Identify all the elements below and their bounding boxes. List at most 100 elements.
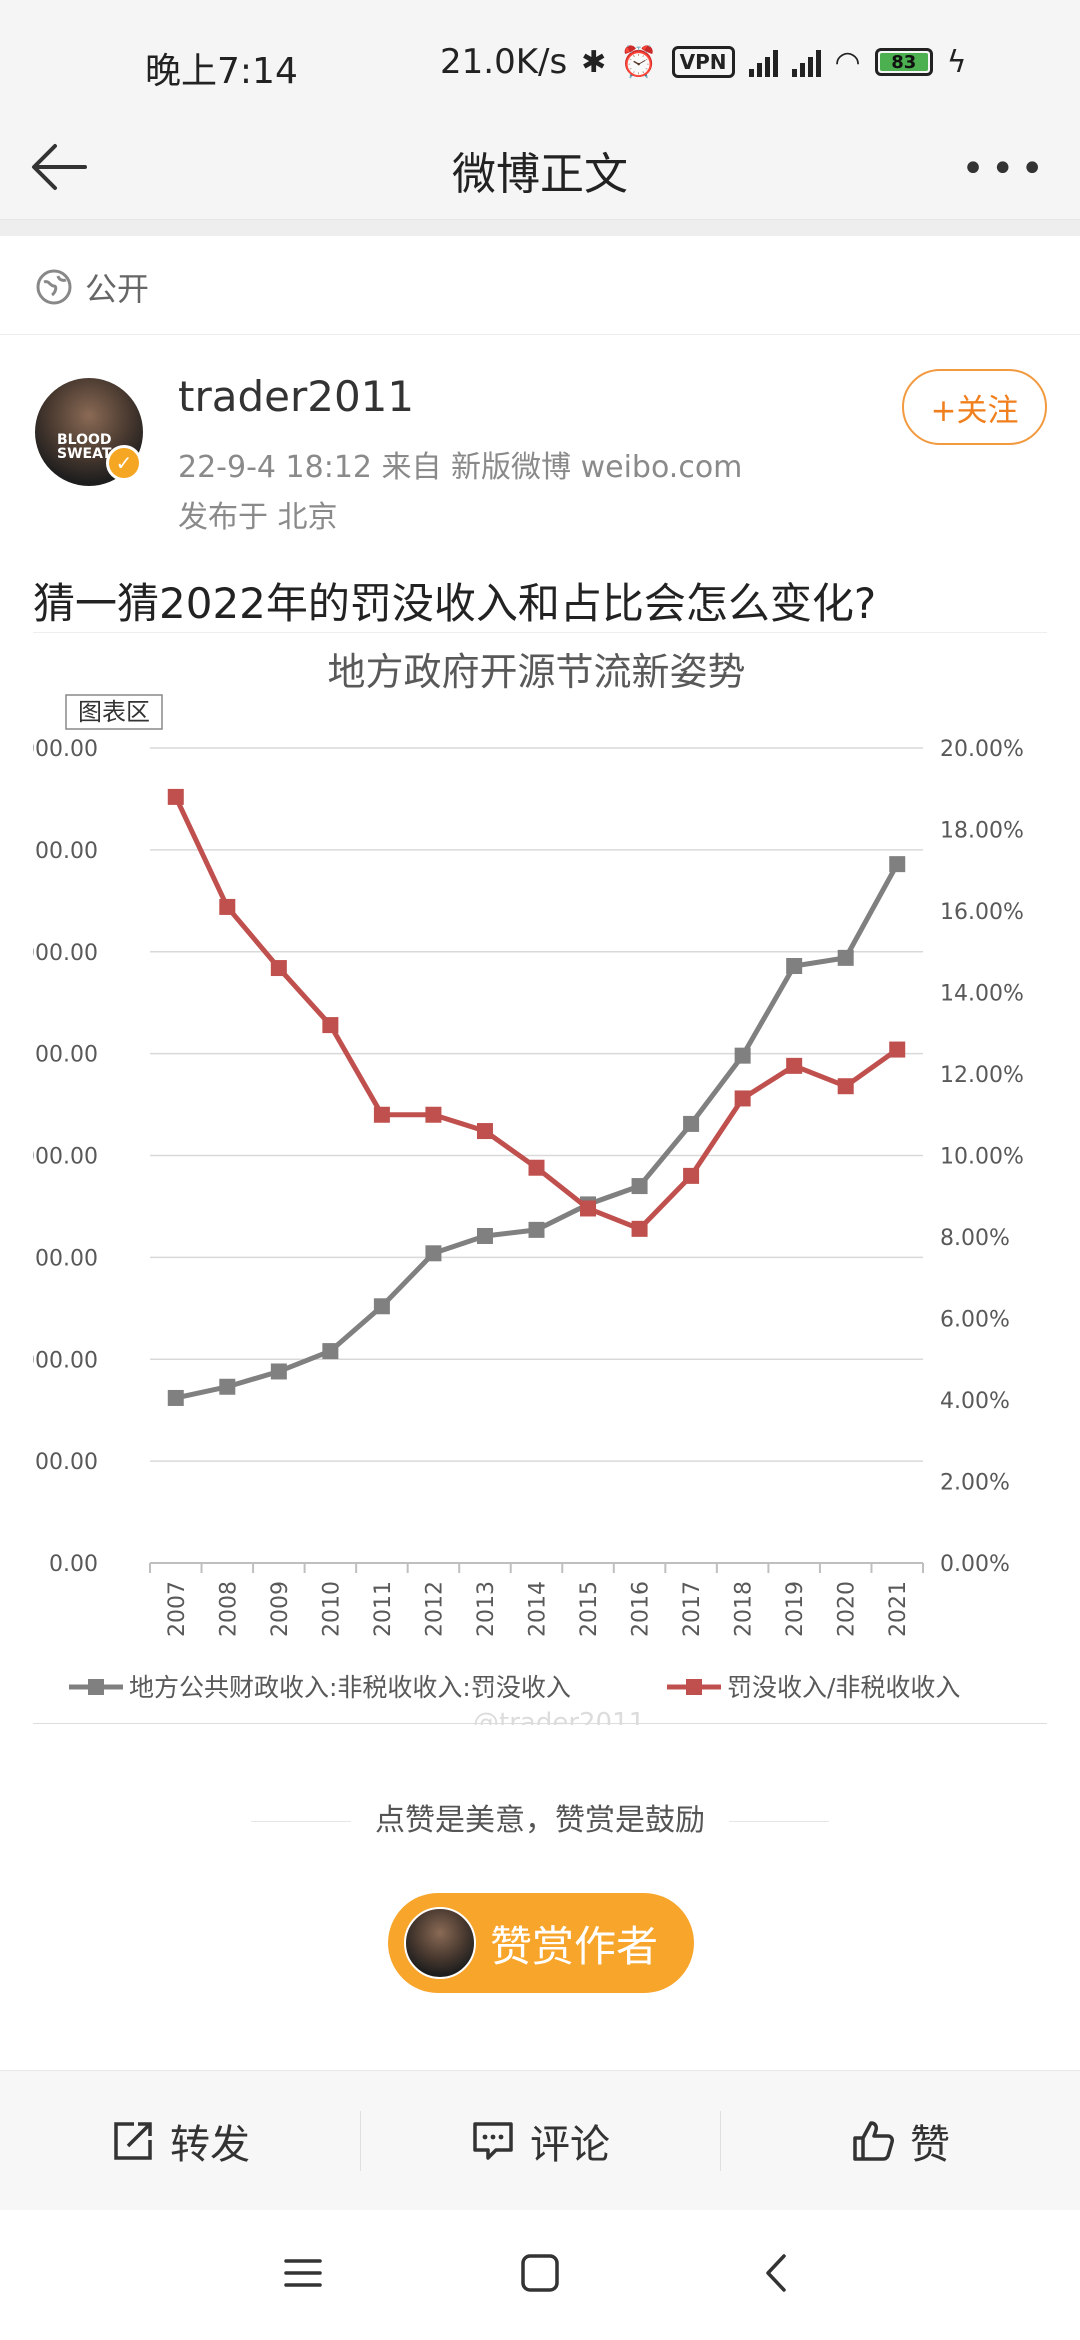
menu-icon[interactable] xyxy=(278,2248,328,2298)
data-point-2 xyxy=(425,1106,442,1123)
data-point-1 xyxy=(786,958,803,975)
x-tick-label: 2016 xyxy=(629,1581,654,1637)
data-point-1 xyxy=(167,1389,184,1406)
signal-icon xyxy=(748,47,778,77)
data-point-1 xyxy=(322,1343,339,1360)
data-point-2 xyxy=(322,1017,339,1034)
reward-avatar xyxy=(404,1907,476,1979)
data-point-2 xyxy=(631,1220,648,1237)
nav-bar: 微博正文 ••• xyxy=(0,110,1080,220)
data-point-2 xyxy=(580,1200,597,1217)
back-icon[interactable] xyxy=(752,2248,802,2298)
y-right-tick-label: 8.00% xyxy=(940,1226,1010,1251)
y-left-tick-label: 2,000.00 xyxy=(33,1145,98,1170)
x-tick-label: 2018 xyxy=(732,1581,757,1637)
repost-label: 转发 xyxy=(170,2121,250,2168)
comment-icon xyxy=(473,2121,513,2160)
data-point-2 xyxy=(683,1167,700,1184)
legend-marker-2 xyxy=(686,1679,702,1695)
data-point-2 xyxy=(270,960,287,977)
x-tick-label: 2017 xyxy=(680,1581,705,1637)
data-point-2 xyxy=(476,1123,493,1140)
thumbs-up-icon xyxy=(853,2120,894,2161)
battery-level: 83 xyxy=(879,53,928,73)
visibility-label: 公开 xyxy=(85,270,150,308)
data-point-1 xyxy=(631,1178,648,1195)
vpn-badge: VPN xyxy=(671,46,735,78)
network-speed: 21.0K/s xyxy=(440,42,568,82)
visibility-row: 公开 xyxy=(0,240,1080,335)
y-left-tick-label: 2,500.00 xyxy=(33,1043,98,1068)
y-right-tick-label: 0.00% xyxy=(940,1552,1010,1577)
comment-button[interactable]: 评论 xyxy=(360,2071,720,2211)
data-point-1 xyxy=(373,1298,390,1315)
chart-area-label-box xyxy=(65,694,163,730)
chart-area-label: 图表区 xyxy=(78,698,150,726)
data-point-1 xyxy=(528,1221,545,1238)
data-point-1 xyxy=(683,1115,700,1132)
data-point-2 xyxy=(786,1057,803,1074)
data-point-2 xyxy=(528,1159,545,1176)
y-right-tick-label: 16.00% xyxy=(940,900,1024,925)
like-label: 赞 xyxy=(910,2121,950,2168)
y-right-tick-label: 14.00% xyxy=(940,982,1024,1007)
back-arrow-icon[interactable] xyxy=(25,132,95,202)
watermark: @trader2011 xyxy=(473,1708,645,1725)
comment-label: 评论 xyxy=(530,2121,610,2168)
x-tick-label: 2019 xyxy=(783,1581,808,1637)
legend-label-2: 罚没收入/非税收收入 xyxy=(727,1673,960,1702)
x-tick-label: 2012 xyxy=(422,1581,447,1637)
x-tick-label: 2020 xyxy=(835,1581,860,1637)
data-point-1 xyxy=(425,1245,442,1262)
x-tick-label: 2011 xyxy=(371,1581,396,1637)
y-left-tick-label: 4,000.00 xyxy=(33,737,98,762)
verified-badge-icon: ✓ xyxy=(106,445,142,481)
y-left-tick-label: 1,500.00 xyxy=(33,1246,98,1271)
x-tick-label: 2013 xyxy=(474,1581,499,1637)
y-right-tick-label: 18.00% xyxy=(940,819,1024,844)
y-left-tick-label: 0.00 xyxy=(49,1552,98,1577)
reward-tagline: 点赞是美意，赞赏是鼓励 xyxy=(0,1795,1080,1839)
y-left-tick-label: 1,000.00 xyxy=(33,1348,98,1373)
home-icon[interactable] xyxy=(515,2248,565,2298)
system-nav-bar xyxy=(0,2210,1080,2340)
data-point-2 xyxy=(167,788,184,805)
data-point-1 xyxy=(837,949,854,966)
x-tick-label: 2021 xyxy=(886,1581,911,1637)
y-right-tick-label: 2.00% xyxy=(940,1471,1010,1496)
more-dots-icon[interactable]: ••• xyxy=(961,146,1050,192)
x-tick-label: 2007 xyxy=(165,1581,190,1637)
reward-button-label: 赞赏作者 xyxy=(490,1921,659,1971)
legend-label-1: 地方公共财政收入:非税收收入:罚没收入 xyxy=(129,1673,571,1702)
signal-icon-2 xyxy=(791,47,821,77)
data-point-1 xyxy=(889,856,906,873)
x-tick-label: 2014 xyxy=(526,1581,551,1637)
chart-title: 地方政府开源节流新姿势 xyxy=(327,650,745,694)
x-tick-label: 2015 xyxy=(577,1581,602,1637)
status-time: 晚上7:14 xyxy=(145,51,298,92)
data-point-2 xyxy=(837,1078,854,1095)
data-point-2 xyxy=(373,1106,390,1123)
username[interactable]: trader2011 xyxy=(178,372,415,421)
reward-button[interactable]: 赞赏作者 xyxy=(388,1893,694,1993)
x-tick-label: 2008 xyxy=(216,1581,241,1637)
data-point-1 xyxy=(270,1363,287,1380)
post-meta: 22-9-4 18:12 来自 新版微博 weibo.com xyxy=(178,450,743,485)
action-bar: 转发 评论 赞 xyxy=(0,2070,1080,2210)
avatar-shirt-logo: BLOOD SWEAT xyxy=(57,432,112,462)
bluetooth-icon: ✱ xyxy=(581,44,607,80)
legend-marker-1 xyxy=(88,1679,104,1695)
repost-button[interactable]: 转发 xyxy=(0,2071,360,2211)
repost-icon xyxy=(114,2121,152,2160)
series-line-1 xyxy=(175,862,900,1401)
y-right-tick-label: 20.00% xyxy=(940,737,1024,762)
y-right-tick-label: 6.00% xyxy=(940,1308,1010,1333)
globe-icon xyxy=(36,269,72,305)
like-button[interactable]: 赞 xyxy=(720,2071,1080,2211)
alarm-icon: ⏰ xyxy=(620,44,658,80)
y-right-tick-label: 10.00% xyxy=(940,1145,1024,1170)
follow-button[interactable]: +关注 xyxy=(902,369,1047,445)
x-tick-label: 2009 xyxy=(268,1581,293,1637)
